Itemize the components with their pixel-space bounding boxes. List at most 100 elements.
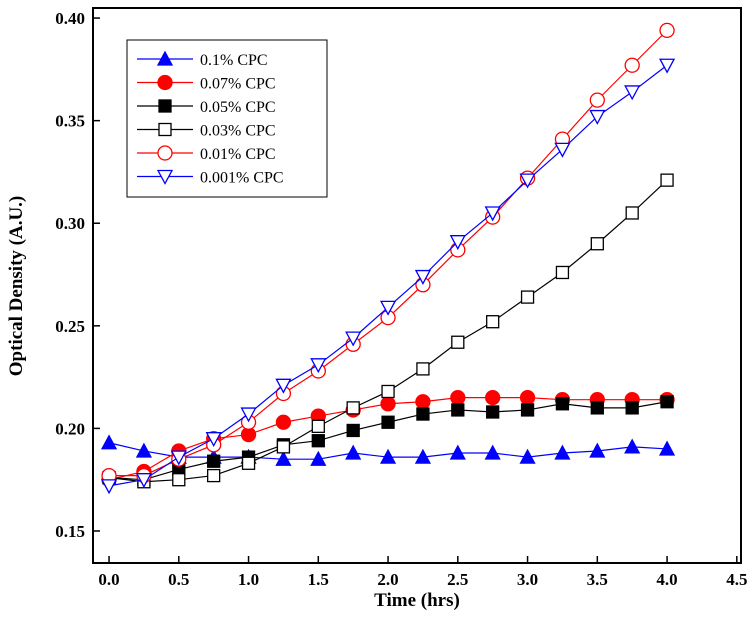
data-point [207, 468, 221, 483]
data-point [345, 444, 362, 460]
legend-item: 0.1% CPC [137, 50, 268, 69]
plot-frame [92, 7, 742, 564]
data-point [100, 434, 118, 450]
data-point [589, 92, 605, 108]
data-point [519, 173, 536, 189]
x-tick-label: 0.5 [168, 570, 189, 589]
data-point [624, 438, 641, 454]
series-1 [101, 389, 675, 488]
data-point [345, 331, 362, 347]
data-point [624, 85, 641, 101]
data-point [310, 358, 327, 374]
series-5 [100, 58, 676, 495]
x-tick-label: 3.5 [587, 570, 608, 589]
data-point [275, 450, 292, 466]
data-point [381, 415, 395, 429]
data-point [520, 290, 535, 304]
data-point [240, 407, 257, 423]
data-point [450, 389, 466, 406]
data-point [519, 448, 536, 464]
data-point [381, 384, 395, 399]
data-point [311, 419, 325, 434]
data-point [207, 454, 221, 468]
y-tick-label: 0.25 [55, 317, 85, 336]
data-point [241, 456, 256, 470]
x-tick-label: 1.0 [238, 570, 259, 589]
data-point [379, 448, 397, 464]
data-point [625, 401, 639, 415]
data-point [346, 401, 360, 415]
x-axis-label: Time (hrs) [374, 590, 460, 611]
data-point [625, 206, 639, 220]
data-point [485, 389, 501, 406]
y-axis-label: Optical Density (A.U.) [6, 196, 27, 376]
data-point [451, 335, 465, 349]
data-point [555, 265, 570, 280]
legend-marker [157, 74, 173, 91]
data-point [415, 394, 431, 410]
data-point [589, 109, 606, 125]
legend-marker [157, 145, 173, 161]
legend-marker [158, 99, 172, 113]
data-point [660, 173, 674, 187]
x-tick-label: 2.5 [447, 570, 468, 589]
data-point [658, 58, 676, 74]
data-point [380, 396, 396, 412]
data-point [205, 432, 222, 448]
data-point [310, 450, 327, 466]
data-point [170, 450, 187, 466]
legend-label: 0.07% CPC [200, 76, 276, 93]
legend-marker [156, 50, 174, 66]
x-tick-label: 3.0 [517, 570, 538, 589]
legend-label: 0.03% CPC [200, 123, 276, 140]
series-0 [100, 434, 676, 466]
y-tick-label: 0.30 [55, 214, 85, 233]
data-point [135, 473, 153, 489]
data-point [346, 423, 360, 438]
x-tick-label: 1.5 [308, 570, 329, 589]
data-point [520, 403, 535, 417]
data-point [449, 235, 466, 251]
data-point [484, 206, 501, 222]
data-point [311, 434, 325, 448]
data-point [554, 444, 571, 460]
x-tick-label: 2.0 [377, 570, 398, 589]
legend-item: 0.03% CPC [137, 123, 276, 140]
legend-label: 0.001% CPC [200, 170, 284, 187]
data-point [590, 237, 604, 251]
data-point [486, 405, 500, 419]
legend-item: 0.07% CPC [137, 74, 276, 93]
legend-label: 0.05% CPC [200, 99, 276, 116]
legend-item: 0.001% CPC [137, 170, 284, 187]
data-point [275, 414, 292, 430]
legend-marker [156, 169, 174, 185]
data-point [449, 444, 466, 460]
data-point [624, 57, 640, 73]
y-tick-label: 0.15 [55, 522, 85, 541]
data-point [589, 442, 606, 458]
y-tick-label: 0.40 [55, 9, 85, 28]
data-point [658, 440, 676, 456]
data-point [660, 395, 674, 409]
data-point [275, 378, 292, 394]
series-line [108, 179, 668, 483]
data-point [172, 473, 186, 487]
data-point [414, 269, 432, 285]
data-point [414, 448, 432, 464]
legend-label: 0.01% CPC [200, 146, 276, 163]
legend: 0.1% CPC 0.07% CPC 0.05% CPC 0.03% CPC 0.01%… [126, 39, 328, 198]
legend-item: 0.01% CPC [137, 145, 276, 163]
data-point [276, 440, 291, 454]
data-point [451, 403, 465, 417]
data-point [554, 142, 571, 158]
data-point [416, 362, 430, 376]
data-point [555, 397, 570, 411]
data-point [416, 407, 430, 421]
data-point [100, 479, 118, 495]
data-point [379, 300, 397, 316]
data-point [484, 444, 501, 460]
series-3 [102, 173, 674, 489]
x-tick-label: 4.5 [726, 570, 747, 589]
data-point [486, 315, 500, 329]
